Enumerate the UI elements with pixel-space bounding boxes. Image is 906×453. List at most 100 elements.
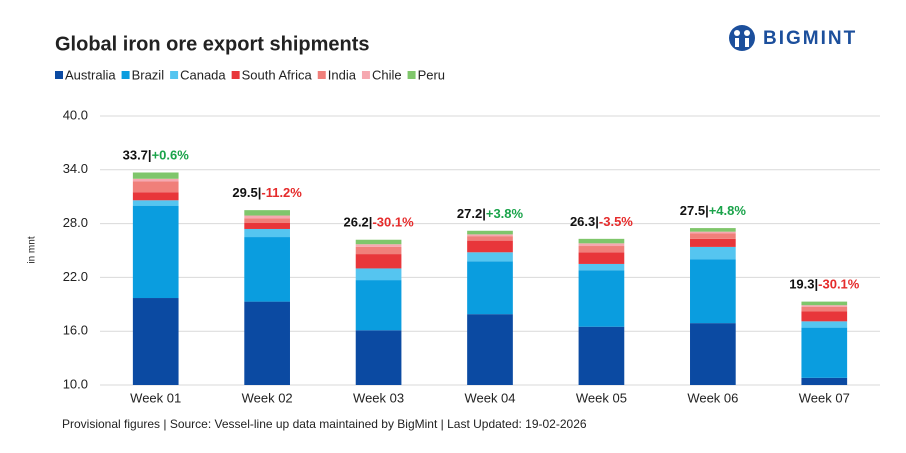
y-tick-label: 22.0: [63, 269, 88, 284]
brand-name: BIGMINT: [763, 28, 857, 49]
x-tick-label: Week 04: [464, 390, 515, 405]
bar-segment: [132, 178, 179, 182]
bar-segment: [467, 234, 513, 237]
legend-label: Canada: [180, 67, 226, 82]
bar-segment: [578, 243, 625, 247]
bar-segment: [132, 298, 179, 385]
change-label: +3.8%: [486, 206, 524, 221]
change-label: -30.1%: [372, 215, 414, 230]
footer: Provisional figures | Source: Vessel-lin…: [62, 417, 587, 431]
change-label: +4.8%: [709, 204, 747, 219]
bar-segment: [132, 192, 179, 201]
bar-segment: [801, 301, 848, 306]
bar-segment: [578, 263, 625, 271]
bar-segment: [467, 261, 513, 315]
y-tick-label: 16.0: [63, 323, 88, 338]
change-label: -11.2%: [261, 186, 302, 201]
bar-segment: [690, 231, 736, 234]
bar-segment: [690, 323, 736, 385]
bar-segment: [467, 230, 513, 235]
logo-icon: [745, 38, 749, 47]
bar-segment: [132, 205, 179, 299]
bar-segment: [355, 244, 402, 247]
bar-segment: [467, 240, 513, 253]
x-tick-label: Week 03: [353, 390, 404, 405]
y-tick-label: 10.0: [63, 376, 88, 391]
bar-segment: [801, 327, 848, 378]
bar-segment: [132, 181, 179, 193]
legend-swatch: [317, 71, 326, 79]
y-tick-label: 34.0: [63, 161, 88, 176]
bar-segment: [578, 238, 625, 244]
legend-label: Peru: [418, 67, 445, 82]
bar-segment: [132, 200, 179, 206]
change-label: -3.5%: [599, 214, 633, 229]
legend-label: Chile: [372, 67, 402, 82]
y-axis-label: in mnt: [27, 236, 38, 263]
change-label: +0.6%: [152, 148, 190, 163]
total-label: 27.2|+3.8%: [457, 206, 524, 221]
bar-segment: [467, 236, 513, 241]
total-label: 26.3|-3.5%: [570, 214, 633, 229]
logo-icon: [734, 30, 740, 36]
total-value: 19.3: [789, 277, 814, 292]
total-label: 33.7|+0.6%: [123, 148, 190, 163]
logo-icon: [744, 30, 750, 36]
legend-label: Australia: [65, 67, 116, 82]
bar-segment: [578, 246, 625, 253]
bar-segment: [690, 233, 736, 239]
bar-segment: [467, 314, 513, 385]
separator: |: [148, 148, 152, 163]
bar-segment: [244, 210, 290, 216]
bar-segment: [355, 280, 402, 331]
bar-segment: [355, 254, 402, 269]
bar-segment: [690, 259, 736, 324]
x-tick-label: Week 06: [687, 390, 738, 405]
chart-title: Global iron ore export shipments: [55, 33, 370, 55]
bar-segment: [690, 246, 736, 260]
separator: |: [705, 204, 709, 219]
bar-segment: [801, 321, 848, 328]
total-value: 26.3: [570, 214, 595, 229]
logo-icon: [729, 25, 755, 51]
separator: |: [369, 215, 373, 230]
bar-segment: [467, 252, 513, 262]
legend-swatch: [407, 71, 416, 79]
x-tick-label: Week 02: [242, 390, 293, 405]
total-value: 27.5: [680, 204, 705, 219]
legend-label: South Africa: [242, 67, 313, 82]
separator: |: [258, 186, 262, 201]
total-label: 27.5|+4.8%: [680, 204, 747, 219]
bar-segment: [801, 306, 848, 312]
total-label: 29.5|-11.2%: [232, 186, 302, 201]
total-label: 19.3|-30.1%: [789, 277, 860, 292]
bar-segment: [132, 172, 179, 179]
bar-segment: [690, 238, 736, 247]
x-tick-label: Week 07: [799, 390, 850, 405]
logo-icon: [735, 38, 739, 47]
bar-segment: [578, 270, 625, 327]
legend-swatch: [121, 71, 130, 79]
bar-segment: [355, 246, 402, 255]
change-label: -30.1%: [818, 277, 860, 292]
bar-segment: [355, 268, 402, 281]
total-value: 33.7: [123, 148, 148, 163]
total-label: 26.2|-30.1%: [343, 215, 414, 230]
legend-label: India: [328, 67, 357, 82]
bar-segment: [690, 228, 736, 232]
bar-segment: [801, 311, 848, 322]
x-tick-label: Week 01: [130, 390, 181, 405]
y-tick-label: 28.0: [63, 215, 88, 230]
total-value: 27.2: [457, 206, 482, 221]
legend-swatch: [170, 71, 179, 79]
separator: |: [595, 214, 599, 229]
bar-segment: [801, 305, 848, 307]
bar-segment: [355, 239, 402, 245]
bar-segment: [244, 218, 290, 223]
bar-segment: [244, 301, 290, 385]
bar-segment: [244, 215, 290, 219]
bar-segment: [355, 330, 402, 385]
x-tick-label: Week 05: [576, 390, 627, 405]
brand-logo: BIGMINT: [729, 25, 857, 51]
